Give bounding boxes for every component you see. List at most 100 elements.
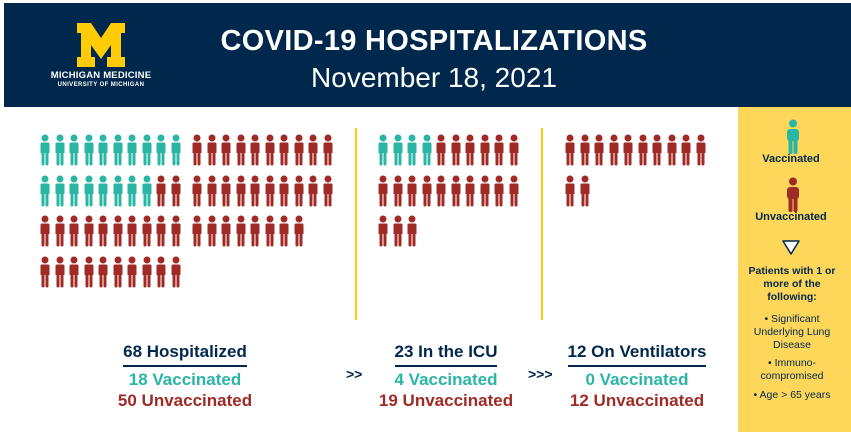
unvaccinated-person-icon <box>621 134 636 168</box>
section-divider <box>355 128 357 320</box>
unvaccinated-person-icon <box>169 175 184 209</box>
vaccinated-person-icon <box>38 175 53 209</box>
unvaccinated-person-icon <box>650 134 665 168</box>
vaccinated-person-icon <box>391 134 406 168</box>
ventilator-unvaccinated: 12 Unvaccinated <box>569 391 705 410</box>
vaccinated-person-icon <box>787 119 799 154</box>
section-divider <box>541 128 543 320</box>
unvaccinated-person-icon <box>234 175 249 209</box>
unvaccinated-person-icon <box>38 215 53 249</box>
unvaccinated-person-icon <box>492 175 507 209</box>
unvaccinated-person-icon <box>234 134 249 168</box>
vaccinated-person-icon <box>420 134 435 168</box>
icu-total: 23 In the ICU <box>394 342 498 367</box>
vaccinated-person-icon <box>96 134 111 168</box>
unvaccinated-person-icon <box>592 134 607 168</box>
unvaccinated-person-icon <box>563 175 578 209</box>
page-date: November 18, 2021 <box>311 62 557 93</box>
unvaccinated-person-icon <box>219 134 234 168</box>
unvaccinated-person-icon <box>96 256 111 290</box>
hospitalized-vaccinated: 18 Vaccinated <box>128 370 242 389</box>
unvaccinated-person-icon <box>679 134 694 168</box>
vaccinated-person-icon <box>111 134 126 168</box>
unvaccinated-person-icon <box>140 215 155 249</box>
unvaccinated-person-icon <box>277 175 292 209</box>
unvaccinated-person-icon <box>125 256 140 290</box>
unvaccinated-person-icon <box>263 134 278 168</box>
unvaccinated-person-icon <box>67 215 82 249</box>
unvaccinated-person-icon <box>205 175 220 209</box>
vaccinated-person-icon <box>82 175 97 209</box>
hospitalized-people-left <box>38 134 183 296</box>
header-banner: MICHIGAN MEDICINE UNIVERSITY OF MICHIGAN… <box>4 3 851 107</box>
criteria-item: • Age > 65 years <box>753 389 831 401</box>
unvaccinated-person-icon <box>405 215 420 249</box>
unvaccinated-person-icon <box>292 175 307 209</box>
block-m-icon <box>77 23 125 67</box>
unvaccinated-person-icon <box>154 215 169 249</box>
unvaccinated-person-icon <box>507 134 522 168</box>
unvaccinated-person-icon <box>169 215 184 249</box>
unvaccinated-person-icon <box>140 256 155 290</box>
unvaccinated-person-icon <box>96 215 111 249</box>
unvaccinated-person-icon <box>190 175 205 209</box>
michigan-medicine-logo: MICHIGAN MEDICINE UNIVERSITY OF MICHIGAN <box>46 23 156 93</box>
icu-stats: 23 In the ICU 4 Vaccinated 19 Unvaccinat… <box>376 342 516 411</box>
icu-unvaccinated: 19 Unvaccinated <box>378 391 514 410</box>
vaccinated-person-icon <box>140 175 155 209</box>
unvaccinated-person-icon <box>492 134 507 168</box>
unvaccinated-person-icon <box>53 215 68 249</box>
vaccinated-person-icon <box>53 175 68 209</box>
unvaccinated-person-icon <box>306 175 321 209</box>
unvaccinated-person-icon <box>376 215 391 249</box>
vaccinated-person-icon <box>125 134 140 168</box>
unvaccinated-person-icon <box>478 175 493 209</box>
unvaccinated-person-icon <box>787 177 799 212</box>
unvaccinated-person-icon <box>277 215 292 249</box>
unvaccinated-person-icon <box>578 134 593 168</box>
arrow-separator: >> <box>346 366 363 382</box>
unvaccinated-person-icon <box>205 134 220 168</box>
vaccinated-person-icon <box>140 134 155 168</box>
ventilator-people <box>563 134 708 215</box>
vaccinated-person-icon <box>67 175 82 209</box>
unvaccinated-person-icon <box>169 256 184 290</box>
unvaccinated-person-icon <box>665 134 680 168</box>
legend-panel: Vaccinated Unvaccinated Patients with 1 … <box>738 107 851 432</box>
arrow-separator: >>> <box>528 366 553 382</box>
logo-text-primary: MICHIGAN MEDICINE <box>50 70 152 81</box>
icu-people <box>376 134 521 256</box>
unvaccinated-person-icon <box>154 256 169 290</box>
legend-vaccinated-label: Vaccinated <box>762 153 820 165</box>
unvaccinated-person-icon <box>248 175 263 209</box>
hospitalized-total: 68 Hospitalized <box>123 342 247 367</box>
vaccinated-person-icon <box>111 175 126 209</box>
unvaccinated-person-icon <box>263 175 278 209</box>
unvaccinated-person-icon <box>376 175 391 209</box>
vaccinated-person-icon <box>82 134 97 168</box>
unvaccinated-person-icon <box>248 215 263 249</box>
unvaccinated-person-icon <box>463 134 478 168</box>
triangle-marker-icon <box>782 240 800 255</box>
unvaccinated-person-icon <box>111 215 126 249</box>
unvaccinated-person-icon <box>111 256 126 290</box>
unvaccinated-person-icon <box>434 175 449 209</box>
ventilator-total: 12 On Ventilators <box>567 342 707 367</box>
unvaccinated-person-icon <box>219 215 234 249</box>
unvaccinated-person-icon <box>578 175 593 209</box>
vaccinated-person-icon <box>125 175 140 209</box>
unvaccinated-person-icon <box>478 134 493 168</box>
unvaccinated-person-icon <box>463 175 478 209</box>
unvaccinated-person-icon <box>420 175 435 209</box>
unvaccinated-person-icon <box>190 215 205 249</box>
unvaccinated-person-icon <box>219 175 234 209</box>
criteria-item: • Immuno-compromised <box>760 357 824 382</box>
unvaccinated-person-icon <box>263 215 278 249</box>
unvaccinated-person-icon <box>434 134 449 168</box>
unvaccinated-person-icon <box>449 175 464 209</box>
unvaccinated-person-icon <box>190 134 205 168</box>
unvaccinated-person-icon <box>154 175 169 209</box>
criteria-item: • Significant Underlying Lung Disease <box>753 313 831 351</box>
vaccinated-person-icon <box>38 134 53 168</box>
hospitalized-unvaccinated: 50 Unvaccinated <box>117 391 253 410</box>
